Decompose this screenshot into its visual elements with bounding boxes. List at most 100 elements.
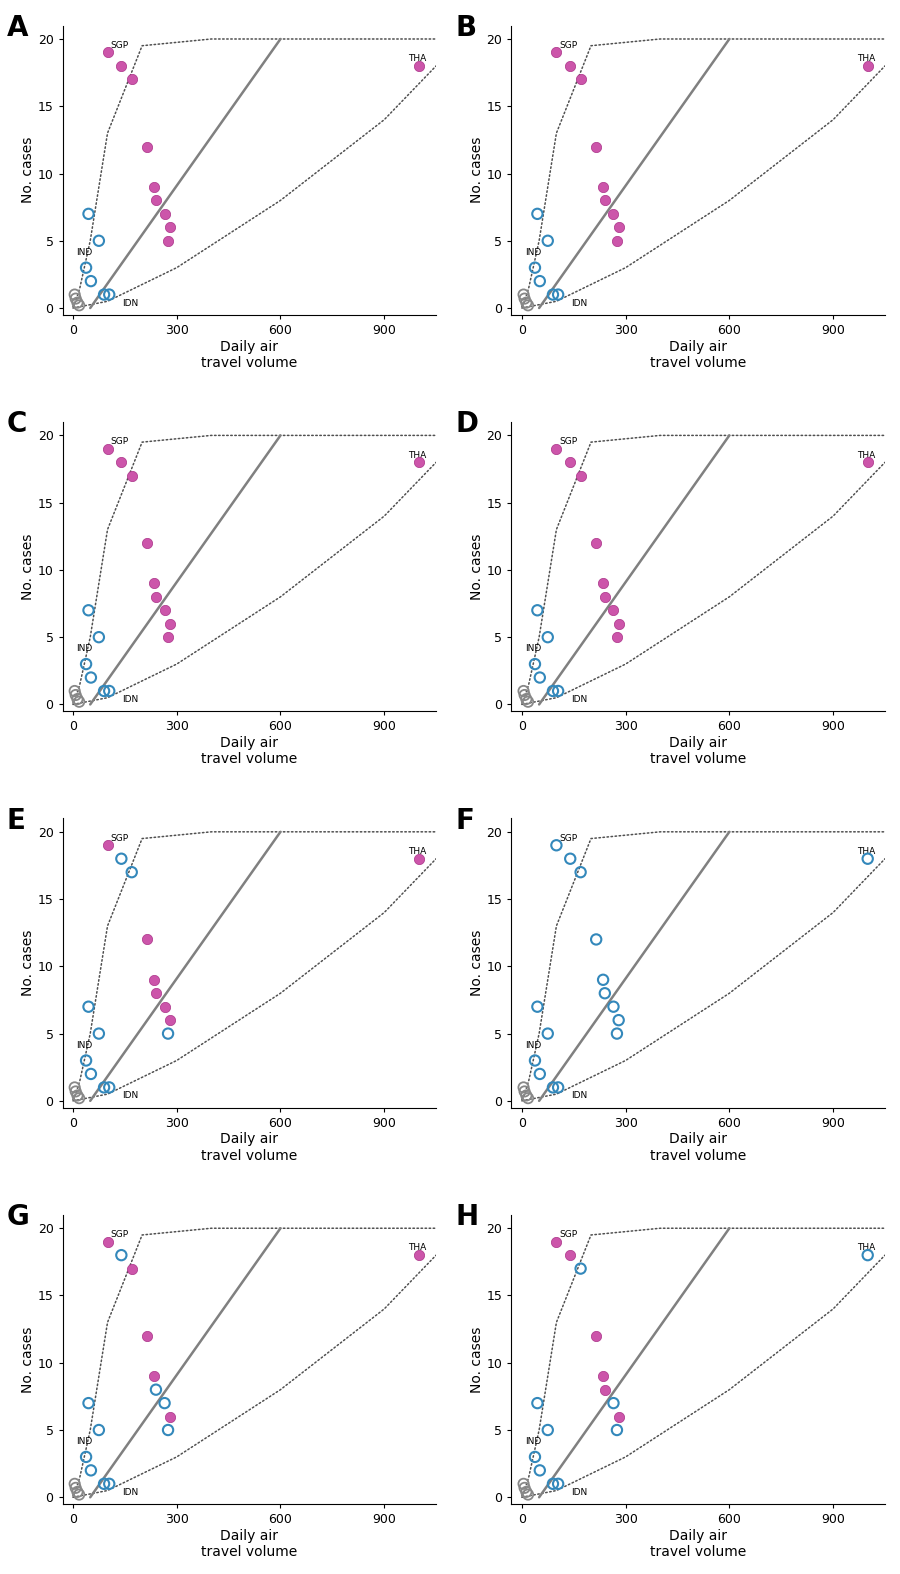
Point bbox=[72, 293, 86, 318]
Point bbox=[140, 1324, 155, 1349]
Text: SGP: SGP bbox=[111, 438, 129, 445]
Point bbox=[563, 54, 578, 79]
Point bbox=[97, 1472, 112, 1497]
Point bbox=[527, 1445, 542, 1470]
Point bbox=[97, 678, 112, 704]
Text: G: G bbox=[6, 1203, 30, 1231]
Point bbox=[598, 1377, 612, 1402]
Point bbox=[533, 1061, 547, 1086]
Text: SGP: SGP bbox=[111, 41, 129, 50]
Point bbox=[140, 927, 155, 952]
Point bbox=[521, 1483, 535, 1508]
Text: IDN: IDN bbox=[572, 1091, 588, 1100]
Text: THA: THA bbox=[858, 1243, 876, 1253]
X-axis label: Daily air
travel volume: Daily air travel volume bbox=[650, 737, 746, 767]
Point bbox=[518, 1475, 532, 1500]
Point bbox=[163, 611, 177, 636]
Point bbox=[100, 39, 114, 65]
Point bbox=[527, 1048, 542, 1073]
Point bbox=[519, 686, 534, 711]
Point bbox=[860, 1242, 875, 1267]
Text: IDN: IDN bbox=[122, 1091, 139, 1100]
Point bbox=[596, 966, 610, 992]
Point bbox=[541, 1022, 555, 1047]
Point bbox=[411, 1242, 426, 1267]
Point bbox=[527, 652, 542, 677]
Text: B: B bbox=[455, 14, 476, 42]
Point bbox=[411, 847, 426, 872]
Point bbox=[596, 1363, 610, 1388]
Point bbox=[124, 1256, 139, 1281]
Point bbox=[81, 598, 95, 623]
Point bbox=[114, 847, 129, 872]
Point bbox=[609, 1418, 624, 1443]
Point bbox=[148, 1377, 163, 1402]
Text: IND: IND bbox=[526, 1437, 542, 1447]
Point bbox=[545, 1075, 560, 1100]
Point bbox=[147, 571, 161, 597]
Text: THA: THA bbox=[409, 450, 427, 460]
Point bbox=[563, 847, 578, 872]
Text: THA: THA bbox=[409, 54, 427, 63]
Y-axis label: No. cases: No. cases bbox=[21, 137, 35, 203]
Text: IDN: IDN bbox=[122, 299, 139, 307]
Point bbox=[609, 228, 624, 253]
Point bbox=[530, 201, 544, 227]
Point bbox=[551, 1472, 565, 1497]
Text: IDN: IDN bbox=[572, 299, 588, 307]
Point bbox=[530, 598, 544, 623]
X-axis label: Daily air
travel volume: Daily air travel volume bbox=[650, 340, 746, 370]
Point bbox=[530, 995, 544, 1020]
Point bbox=[68, 282, 82, 307]
Point bbox=[527, 255, 542, 280]
Point bbox=[573, 859, 588, 885]
Point bbox=[97, 1075, 112, 1100]
Point bbox=[596, 175, 610, 200]
Y-axis label: No. cases: No. cases bbox=[470, 930, 484, 996]
Point bbox=[72, 1483, 86, 1508]
Y-axis label: No. cases: No. cases bbox=[21, 930, 35, 996]
Point bbox=[70, 686, 85, 711]
Point bbox=[102, 678, 116, 704]
Point bbox=[100, 833, 114, 858]
Point bbox=[70, 1480, 85, 1505]
Point bbox=[147, 175, 161, 200]
Text: E: E bbox=[6, 807, 25, 834]
Point bbox=[589, 927, 603, 952]
Text: SGP: SGP bbox=[559, 1229, 577, 1239]
Point bbox=[573, 1256, 588, 1281]
Point bbox=[92, 1022, 106, 1047]
Point bbox=[161, 1418, 176, 1443]
Point bbox=[545, 678, 560, 704]
Text: THA: THA bbox=[409, 1243, 427, 1253]
Point bbox=[84, 269, 98, 294]
Point bbox=[72, 689, 86, 715]
Text: A: A bbox=[6, 14, 28, 42]
Point bbox=[148, 981, 163, 1006]
Point bbox=[68, 1078, 83, 1103]
Text: SGP: SGP bbox=[111, 1229, 129, 1239]
Point bbox=[521, 689, 535, 715]
Point bbox=[68, 1472, 82, 1497]
Point bbox=[140, 134, 155, 159]
Point bbox=[607, 201, 621, 227]
Y-axis label: No. cases: No. cases bbox=[470, 137, 484, 203]
Point bbox=[68, 678, 82, 704]
Text: THA: THA bbox=[858, 450, 876, 460]
Text: F: F bbox=[455, 807, 474, 834]
Point bbox=[549, 39, 563, 65]
Point bbox=[530, 1390, 544, 1415]
Point bbox=[68, 286, 83, 312]
Point bbox=[589, 134, 603, 159]
X-axis label: Daily air
travel volume: Daily air travel volume bbox=[202, 737, 298, 767]
Text: SGP: SGP bbox=[559, 41, 577, 50]
Point bbox=[518, 1078, 532, 1103]
Point bbox=[541, 625, 555, 650]
X-axis label: Daily air
travel volume: Daily air travel volume bbox=[650, 1528, 746, 1558]
Point bbox=[589, 530, 603, 556]
Point bbox=[70, 290, 85, 315]
Point bbox=[124, 859, 139, 885]
Point bbox=[140, 530, 155, 556]
Point bbox=[158, 1390, 172, 1415]
Point bbox=[411, 54, 426, 79]
